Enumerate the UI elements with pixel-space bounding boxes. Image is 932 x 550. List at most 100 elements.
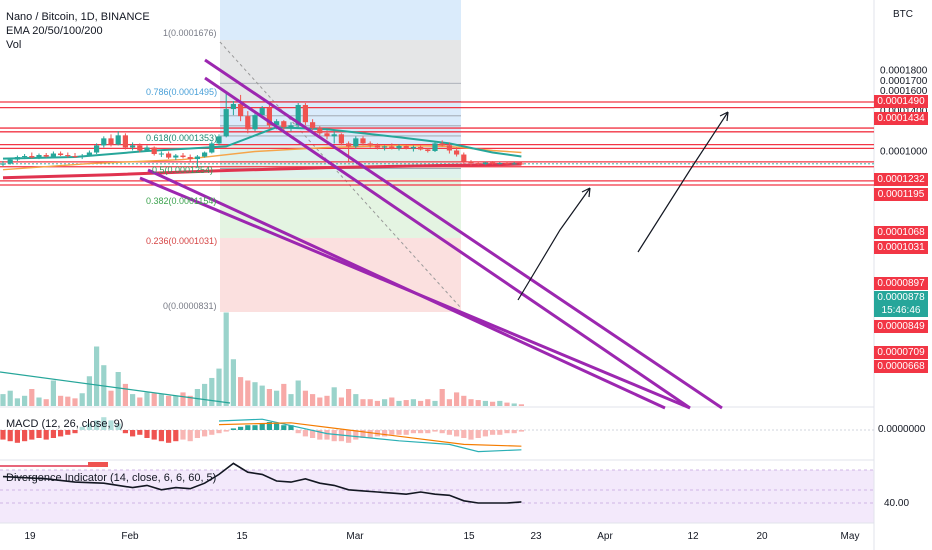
candle	[281, 121, 287, 128]
macd-bar	[439, 430, 445, 434]
macd-bar	[252, 425, 258, 430]
level-label: 0.0000668	[874, 360, 928, 373]
arrow-1-head	[581, 187, 591, 198]
macd-bar	[266, 422, 272, 430]
macd-bar	[259, 423, 265, 430]
candle	[238, 104, 244, 117]
volume-bar	[194, 389, 200, 406]
countdown-label: 15:46:46	[874, 304, 928, 317]
divergence-legend[interactable]: Divergence Indicator (14, close, 6, 6, 6…	[6, 472, 217, 484]
macd-bar	[310, 430, 316, 438]
signal-line	[218, 422, 522, 447]
macd-bar	[425, 430, 431, 434]
macd-bar	[202, 430, 208, 437]
candle	[216, 136, 222, 144]
volume-bar	[245, 380, 251, 406]
candle	[94, 145, 100, 153]
macd-bar	[151, 430, 157, 440]
macd-bar	[418, 430, 424, 434]
candle	[353, 138, 359, 147]
volume-bar	[259, 385, 265, 406]
candle	[382, 146, 388, 148]
candle	[14, 157, 20, 160]
projection-arrow-2[interactable]	[637, 111, 729, 253]
macd-bar	[0, 430, 6, 440]
macd-bar	[137, 430, 143, 435]
channel-line-2[interactable]	[204, 76, 691, 410]
candle	[166, 153, 172, 158]
divergence-background	[0, 470, 874, 523]
volume-bar	[374, 400, 380, 406]
candle	[252, 115, 258, 130]
volume-ma-line	[0, 371, 231, 404]
level-label: 0.0001490	[874, 95, 928, 108]
ema-legend[interactable]: EMA 20/50/100/200	[6, 25, 103, 37]
volume-bar	[497, 400, 503, 406]
volume-bar	[79, 393, 85, 406]
candle	[518, 163, 524, 165]
macd-bar	[101, 417, 107, 430]
volume-bar	[216, 368, 222, 406]
macd-bar	[432, 430, 438, 432]
macd-bar	[360, 430, 366, 438]
macd-bar	[346, 430, 352, 443]
volume-bar	[122, 383, 128, 406]
volume-bar	[302, 390, 308, 406]
volume-bar	[274, 390, 280, 406]
macd-bar	[36, 430, 42, 438]
channel-line-4[interactable]	[147, 168, 666, 410]
fib-label-0: 0(0.0000831)	[163, 301, 217, 311]
candle	[302, 105, 308, 123]
channel-line-1[interactable]	[204, 58, 723, 410]
symbol-title[interactable]: Nano / Bitcoin, 1D, BINANCE	[6, 11, 150, 23]
candle	[65, 155, 71, 157]
time-tick: 12	[687, 531, 699, 542]
time-axis[interactable]: 19 Feb 15 Mar 15 23 Apr 12 20 May	[24, 531, 859, 542]
macd-bar	[454, 430, 460, 437]
candle	[403, 145, 409, 149]
arrow-2-head	[719, 111, 729, 122]
macd-bar	[115, 423, 121, 430]
volume-bar	[72, 398, 78, 406]
volume-bar	[7, 390, 13, 406]
candle	[122, 135, 128, 148]
price-tick: 0.0001400	[880, 106, 928, 117]
candle	[475, 163, 481, 165]
candle	[144, 147, 150, 151]
candle	[346, 143, 352, 147]
macd-bar	[281, 425, 287, 430]
candle	[259, 108, 265, 116]
candle	[108, 138, 114, 145]
volume-bar	[310, 394, 316, 406]
candle	[511, 163, 517, 165]
macd-bar	[187, 430, 193, 442]
volume-bar	[418, 400, 424, 406]
volume-bar	[324, 395, 330, 406]
candle	[230, 104, 236, 110]
time-tick: 15	[236, 531, 248, 542]
candle	[338, 134, 344, 144]
candle	[58, 153, 64, 156]
vol-legend[interactable]: Vol	[6, 39, 22, 51]
macd-bar	[324, 430, 330, 440]
candle	[245, 116, 251, 130]
candle	[497, 163, 503, 165]
macd-bar	[65, 430, 71, 435]
volume-bar	[86, 376, 92, 406]
time-tick: 19	[24, 531, 36, 542]
volume-bar	[295, 380, 301, 406]
time-tick: May	[841, 531, 860, 542]
macd-bar	[475, 430, 481, 438]
macd-bar	[389, 430, 395, 435]
volume-bar	[230, 359, 236, 406]
projection-arrow-1[interactable]	[517, 187, 591, 301]
time-tick: Apr	[597, 531, 613, 542]
macd-legend[interactable]: MACD (12, 26, close, 9)	[6, 418, 124, 430]
currency-label: BTC	[893, 9, 913, 20]
macd-bar	[7, 430, 13, 442]
macd-bar	[317, 430, 323, 440]
fib-label-5: 0.5(0.0001254)	[152, 165, 214, 175]
macd-bar	[410, 430, 416, 434]
macd-bar	[158, 430, 164, 442]
